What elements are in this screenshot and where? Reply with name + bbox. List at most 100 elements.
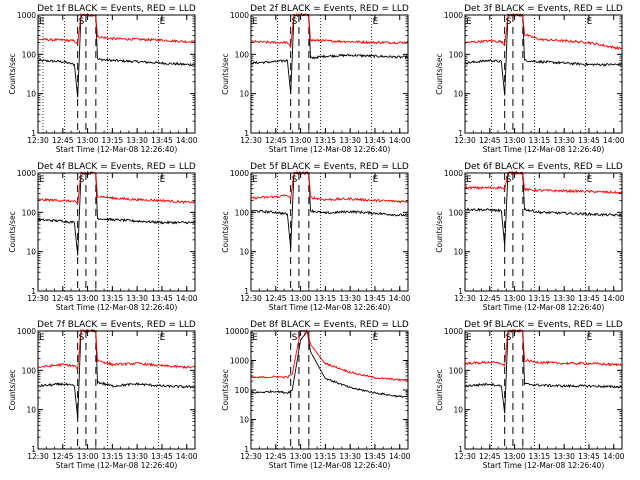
lld-series-line	[37, 12, 196, 46]
marker-label: S	[292, 17, 298, 27]
marker-label: S	[79, 17, 85, 27]
y-tick-label: 10	[26, 406, 36, 415]
x-tick-label: 13:30	[553, 294, 575, 303]
y-tick-label: 100	[22, 50, 37, 59]
x-tick-label: 13:30	[339, 294, 361, 303]
y-tick-label: 10	[239, 248, 249, 257]
chart-panel-1: Det 1f BLACK = Events, RED = LLD E S E 1 10 10…	[8, 4, 198, 154]
marker-label: E	[160, 175, 166, 185]
x-tick-label: 12:45	[265, 452, 287, 461]
chart-panel-6: Det 6f BLACK = Events, RED = LLD E S E 1 10 10…	[435, 162, 625, 312]
lld-series-line	[464, 13, 622, 51]
events-series-line	[250, 330, 409, 399]
x-tick-label: 13:15	[529, 136, 551, 145]
x-tick-label: 13:00	[77, 136, 99, 145]
y-tick-label: 10	[453, 90, 463, 99]
y-axis-label: Counts/sec	[435, 53, 444, 94]
x-tick-label: 12:45	[479, 452, 501, 461]
events-series-line	[464, 13, 623, 96]
x-tick-label: 12:30	[27, 294, 49, 303]
x-tick-label: 13:45	[151, 452, 173, 461]
y-tick-label: 100	[449, 50, 464, 59]
x-tick-label: 12:30	[240, 452, 262, 461]
x-tick-label: 12:30	[27, 136, 49, 145]
plot-frame	[250, 14, 409, 134]
y-tick-label: 100	[449, 366, 464, 375]
x-tick-label: 13:15	[102, 136, 124, 145]
x-tick-label: 14:00	[389, 294, 411, 303]
events-series-line	[250, 170, 409, 249]
x-tick-label: 12:45	[479, 136, 501, 145]
x-tick-label: 14:00	[176, 294, 198, 303]
y-tick-label: 1000	[17, 169, 36, 178]
marker-label: E	[252, 17, 258, 27]
marker-label: S	[292, 175, 298, 185]
lld-series-line	[37, 329, 196, 370]
events-series-line	[250, 12, 409, 94]
x-tick-label: 12:30	[240, 136, 262, 145]
x-tick-label: 12:30	[454, 294, 476, 303]
lld-series-line	[250, 171, 409, 204]
y-tick-label: 1	[458, 445, 463, 454]
x-tick-label: 13:30	[339, 452, 361, 461]
plot-frame	[464, 172, 623, 292]
x-tick-label: 13:00	[77, 452, 99, 461]
chart-title: Det 4f BLACK = Events, RED = LLD	[37, 162, 196, 172]
y-tick-label: 1000	[230, 357, 249, 366]
x-tick-label: 13:30	[126, 294, 148, 303]
y-tick-label: 10	[239, 90, 249, 99]
x-tick-label: 14:00	[603, 452, 625, 461]
y-tick-label: 10000	[225, 327, 249, 336]
y-tick-label: 1	[31, 445, 36, 454]
marker-label: E	[160, 17, 166, 27]
marker-label: E	[39, 175, 45, 185]
y-tick-label: 100	[22, 366, 37, 375]
lld-series-line	[250, 329, 409, 382]
chart-panel-8: Det 8f BLACK = Events, RED = LLD E S E 1 10 10…	[221, 320, 411, 470]
y-tick-label: 100	[22, 208, 37, 217]
x-tick-label: 12:30	[240, 294, 262, 303]
x-tick-label: 13:30	[126, 136, 148, 145]
x-tick-label: 13:00	[290, 294, 312, 303]
x-tick-label: 13:15	[102, 452, 124, 461]
marker-label: S	[292, 333, 298, 343]
x-tick-label: 12:30	[454, 452, 476, 461]
y-axis-label: Counts/sec	[435, 369, 444, 410]
chart-title: Det 6f BLACK = Events, RED = LLD	[464, 162, 623, 172]
y-tick-label: 1	[458, 129, 463, 138]
marker-label: S	[506, 175, 512, 185]
y-tick-label: 1	[31, 129, 36, 138]
y-axis-label: Counts/sec	[435, 211, 444, 252]
y-axis-label: Counts/sec	[221, 369, 230, 410]
x-tick-label: 13:00	[504, 294, 526, 303]
plot-frame	[37, 172, 196, 292]
y-axis-label: Counts/sec	[221, 211, 230, 252]
plot-frame	[250, 330, 409, 450]
lld-series-line	[464, 329, 623, 367]
chart-panel-9: Det 9f BLACK = Events, RED = LLD E S E 1 10 10…	[435, 320, 625, 470]
chart-title: Det 5f BLACK = Events, RED = LLD	[250, 162, 409, 172]
plot-frame	[250, 172, 409, 292]
marker-label: E	[160, 333, 166, 343]
y-tick-label: 10	[26, 90, 36, 99]
x-tick-label: 13:30	[339, 136, 361, 145]
y-axis-label: Counts/sec	[221, 53, 230, 94]
y-tick-label: 1000	[230, 11, 249, 20]
x-tick-label: 12:30	[27, 452, 49, 461]
marker-label: E	[466, 175, 472, 185]
x-tick-label: 13:15	[529, 294, 551, 303]
chart-title: Det 1f BLACK = Events, RED = LLD	[37, 4, 196, 14]
x-tick-label: 12:45	[52, 136, 74, 145]
marker-label: E	[587, 175, 593, 185]
x-tick-label: 13:45	[578, 294, 600, 303]
x-axis-label: Start Time (12-Mar-08 12:26:40)	[56, 145, 178, 154]
events-series-line	[37, 13, 196, 98]
events-series-line	[464, 329, 623, 414]
x-axis-label: Start Time (12-Mar-08 12:26:40)	[269, 303, 391, 312]
chart-panel-5: Det 5f BLACK = Events, RED = LLD E S E 1 10 10…	[221, 162, 411, 312]
x-tick-label: 13:45	[151, 136, 173, 145]
y-axis-label: Counts/sec	[8, 53, 17, 94]
x-tick-label: 12:45	[52, 294, 74, 303]
events-series-line	[37, 328, 196, 419]
x-tick-label: 12:45	[52, 452, 74, 461]
